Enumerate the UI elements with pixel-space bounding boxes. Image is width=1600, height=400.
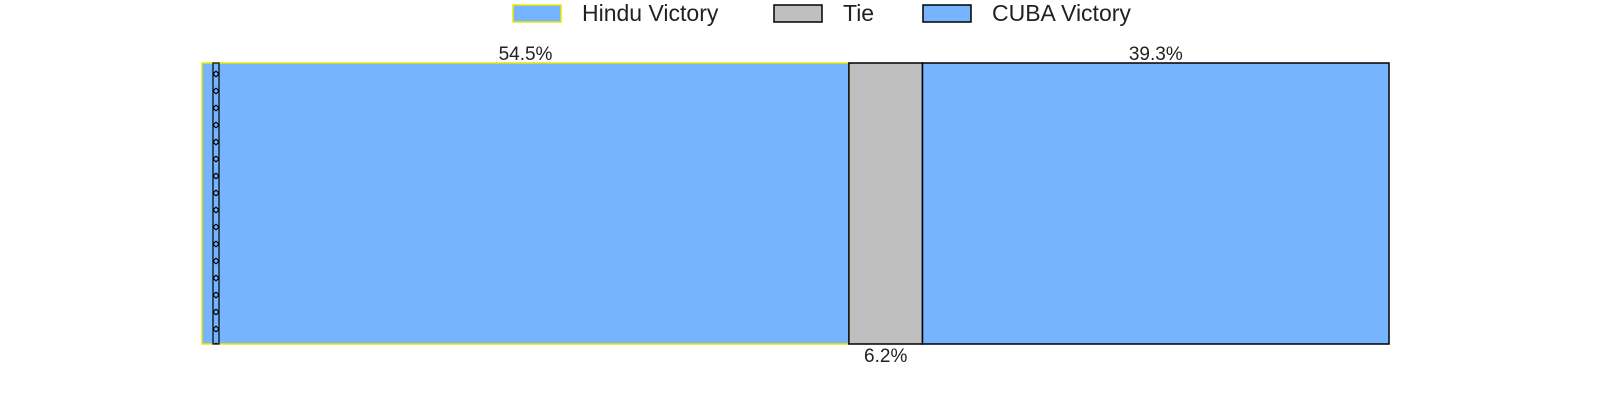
legend-swatch-tie xyxy=(773,4,823,23)
legend-swatch-cuba-victory xyxy=(922,4,972,23)
bar-segment-hindu-victory xyxy=(201,62,850,345)
data-label-hindu-victory: 54.5% xyxy=(499,44,553,65)
bar-segment-cuba-victory xyxy=(921,62,1390,345)
legend-swatch-hindu-victory xyxy=(512,4,562,23)
legend-entry-0: Hindu Victory xyxy=(512,0,719,26)
bar-segment-tie xyxy=(848,62,924,345)
legend-entry-1: Tie xyxy=(773,0,874,26)
legend-label-hindu-victory: Hindu Victory xyxy=(582,0,719,26)
hatched-strip xyxy=(212,62,220,345)
legend-label-cuba-victory: CUBA Victory xyxy=(992,0,1131,26)
data-label-cuba-victory: 39.3% xyxy=(1129,44,1183,65)
legend-entry-2: CUBA Victory xyxy=(922,0,1131,26)
legend-label-tie: Tie xyxy=(843,0,874,26)
data-label-tie: 6.2% xyxy=(864,346,907,367)
legend: Hindu Victory Tie CUBA Victory xyxy=(512,0,1131,26)
plot-area: 54.5% 6.2% 39.3% xyxy=(201,44,1390,367)
